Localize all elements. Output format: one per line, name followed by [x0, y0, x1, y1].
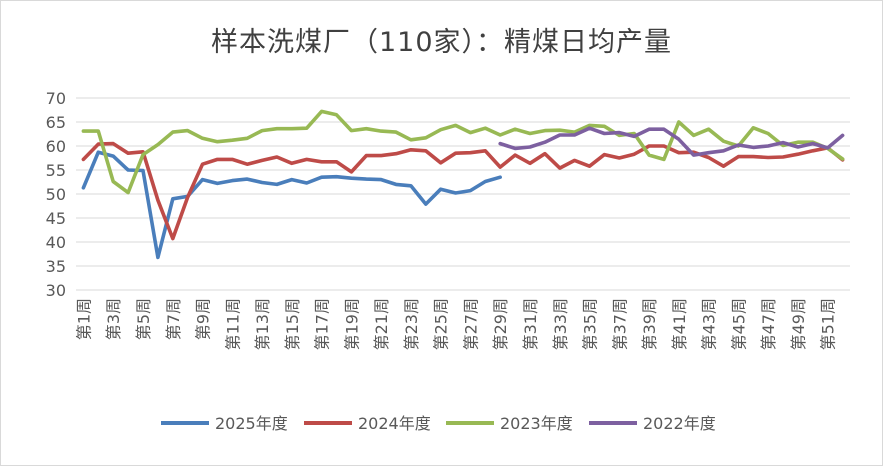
- y-tick-label: 35: [46, 257, 66, 276]
- x-tick-label: 第23周: [402, 298, 421, 350]
- legend-label: 2024年度: [358, 414, 431, 433]
- y-tick-label: 60: [46, 137, 66, 156]
- x-tick-label: 第49周: [789, 298, 808, 350]
- y-tick-label: 50: [46, 185, 66, 204]
- x-tick-label: 第13周: [253, 298, 272, 350]
- y-tick-label: 30: [46, 281, 66, 300]
- x-tick-label: 第3周: [104, 298, 123, 340]
- x-tick-label: 第7周: [164, 298, 183, 340]
- x-tick-label: 第9周: [194, 298, 213, 340]
- y-axis: 30 35 40 45 50 55 60 65 70: [46, 89, 66, 300]
- y-tick-label: 65: [46, 113, 66, 132]
- legend-label: 2022年度: [643, 414, 716, 433]
- series-line-2023年度: [81, 109, 845, 195]
- x-tick-label: 第41周: [670, 298, 689, 350]
- chart-title: 样本洗煤厂（110家）：精煤日均产量: [210, 27, 673, 58]
- series-line-2022年度: [498, 126, 845, 157]
- x-tick-label: 第29周: [491, 298, 510, 350]
- x-tick-label: 第45周: [729, 298, 748, 350]
- legend-label: 2025年度: [215, 414, 288, 433]
- x-tick-label: 第51周: [819, 298, 838, 350]
- series-line-2024年度: [81, 141, 845, 241]
- x-tick-label: 第19周: [342, 298, 361, 350]
- x-tick-label: 第43周: [700, 298, 719, 350]
- y-tick-label: 45: [46, 209, 66, 228]
- y-tick-label: 70: [46, 89, 66, 108]
- x-tick-label: 第11周: [223, 298, 242, 350]
- x-tick-label: 第47周: [759, 298, 778, 350]
- x-tick-label: 第25周: [432, 298, 451, 350]
- x-tick-label: 第37周: [610, 298, 629, 350]
- x-tick-label: 第33周: [551, 298, 570, 350]
- x-tick-label: 第35周: [581, 298, 600, 350]
- x-axis: 第1周 第3周 第5周 第7周 第9周 第11周 第13周 第15周 第17周 第19周 第21周第…: [74, 298, 837, 350]
- x-tick-label: 第39周: [640, 298, 659, 350]
- x-tick-label: 第1周: [74, 298, 93, 340]
- x-tick-label: 第31周: [521, 298, 540, 350]
- x-tick-label: 第27周: [461, 298, 480, 350]
- x-tick-label: 第15周: [283, 298, 302, 350]
- x-tick-label: 第21周: [372, 298, 391, 350]
- gridlines: [76, 97, 850, 291]
- x-tick-label: 第17周: [313, 298, 332, 350]
- series-line-2025年度: [81, 150, 502, 260]
- y-tick-label: 55: [46, 161, 66, 180]
- legend: 2025年度 2024年度 2023年度 2022年度: [161, 414, 716, 433]
- y-tick-label: 40: [46, 233, 66, 252]
- x-tick-label: 第5周: [134, 298, 153, 340]
- series-lines: [81, 109, 845, 260]
- legend-label: 2023年度: [500, 414, 573, 433]
